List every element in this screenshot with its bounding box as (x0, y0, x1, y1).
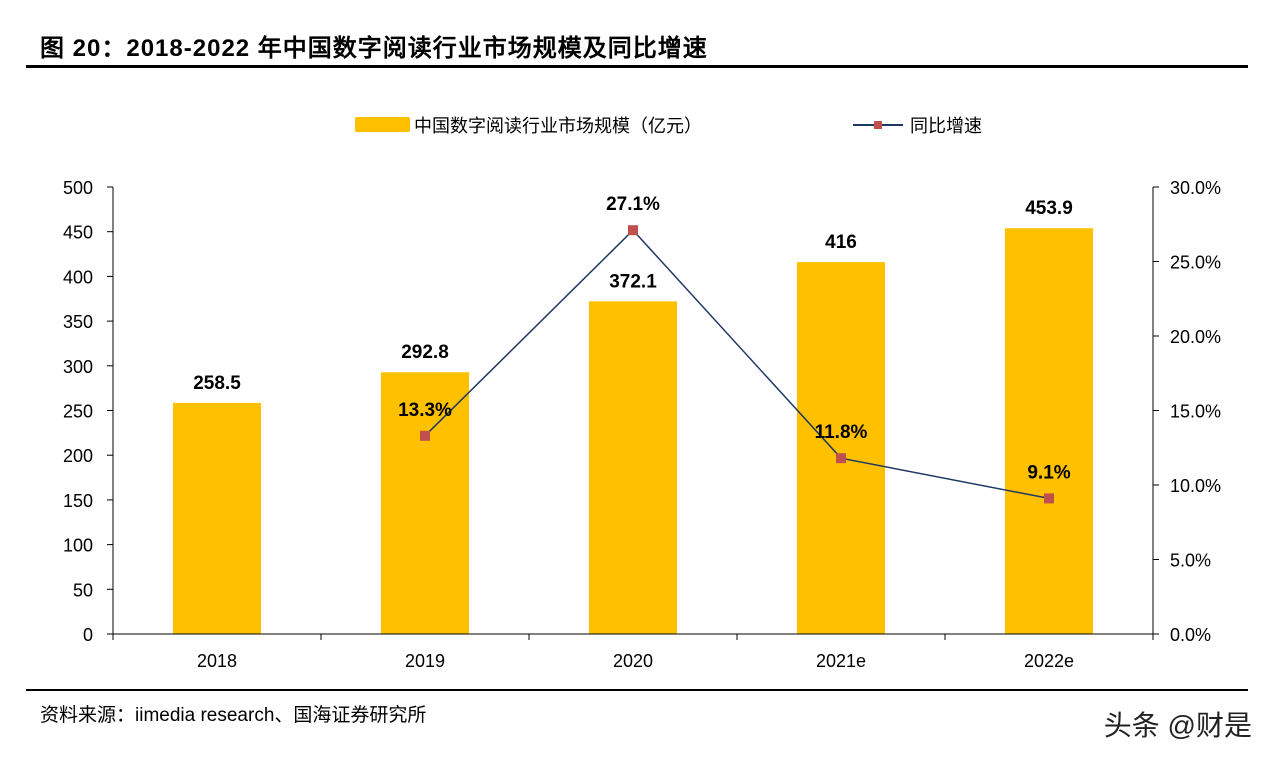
source-note: 资料来源：iimedia research、国海证券研究所 (40, 705, 427, 726)
left-tick-label: 400 (63, 267, 93, 287)
growth-marker-2021e (836, 453, 846, 464)
x-tick-label: 2020 (613, 651, 653, 671)
right-tick-label: 25.0% (1170, 253, 1221, 273)
left-tick-label: 300 (63, 357, 93, 377)
bar-value-label: 258.5 (193, 373, 241, 394)
growth-marker-2022e (1044, 493, 1054, 504)
left-tick-label: 450 (63, 223, 93, 243)
x-tick-label: 2019 (405, 651, 445, 671)
x-tick-label: 2018 (197, 651, 237, 671)
watermark: 头条 @财是 (1103, 710, 1252, 741)
left-tick-label: 150 (63, 491, 93, 511)
growth-label: 13.3% (398, 400, 452, 421)
x-tick-label: 2022e (1024, 651, 1074, 671)
legend-line-label: 同比增速 (910, 116, 982, 136)
left-tick-label: 0 (83, 625, 93, 645)
bar-value-label: 372.1 (609, 271, 657, 292)
growth-label: 11.8% (815, 422, 868, 443)
growth-label: 9.1% (1027, 462, 1070, 483)
bar-value-label: 416 (825, 232, 857, 253)
growth-line (424, 229, 1050, 500)
left-tick-label: 100 (63, 536, 93, 556)
bottom-rule (26, 689, 1248, 691)
bar-value-label: 453.9 (1025, 198, 1073, 219)
right-tick-label: 5.0% (1170, 551, 1211, 571)
growth-label: 27.1% (606, 194, 660, 215)
legend-line-marker (874, 121, 882, 129)
legend-bar-label: 中国数字阅读行业市场规模（亿元） (414, 116, 702, 136)
right-tick-label: 10.0% (1170, 476, 1221, 496)
bar-2020 (589, 301, 677, 634)
left-tick-label: 500 (63, 178, 93, 198)
figure-title: 图 20：2018-2022 年中国数字阅读行业市场规模及同比增速 (40, 35, 708, 62)
left-tick-label: 50 (73, 580, 93, 600)
right-tick-label: 30.0% (1170, 178, 1221, 198)
growth-marker-2020 (628, 225, 638, 236)
bar-2018 (173, 402, 261, 634)
right-tick-label: 20.0% (1170, 327, 1221, 347)
right-tick-label: 0.0% (1170, 625, 1211, 645)
bar-value-label: 292.8 (401, 342, 449, 363)
bar-2022e (1005, 228, 1093, 635)
bar-2019 (381, 372, 469, 634)
left-tick-label: 250 (63, 402, 93, 422)
left-tick-label: 200 (63, 446, 93, 466)
top-rule (26, 65, 1248, 68)
bar-2021e (797, 262, 885, 634)
left-tick-label: 350 (63, 312, 93, 332)
legend-bar-swatch (355, 117, 410, 132)
x-tick-label: 2021e (816, 651, 866, 671)
right-tick-label: 15.0% (1170, 402, 1221, 422)
growth-marker-2019 (420, 430, 430, 441)
